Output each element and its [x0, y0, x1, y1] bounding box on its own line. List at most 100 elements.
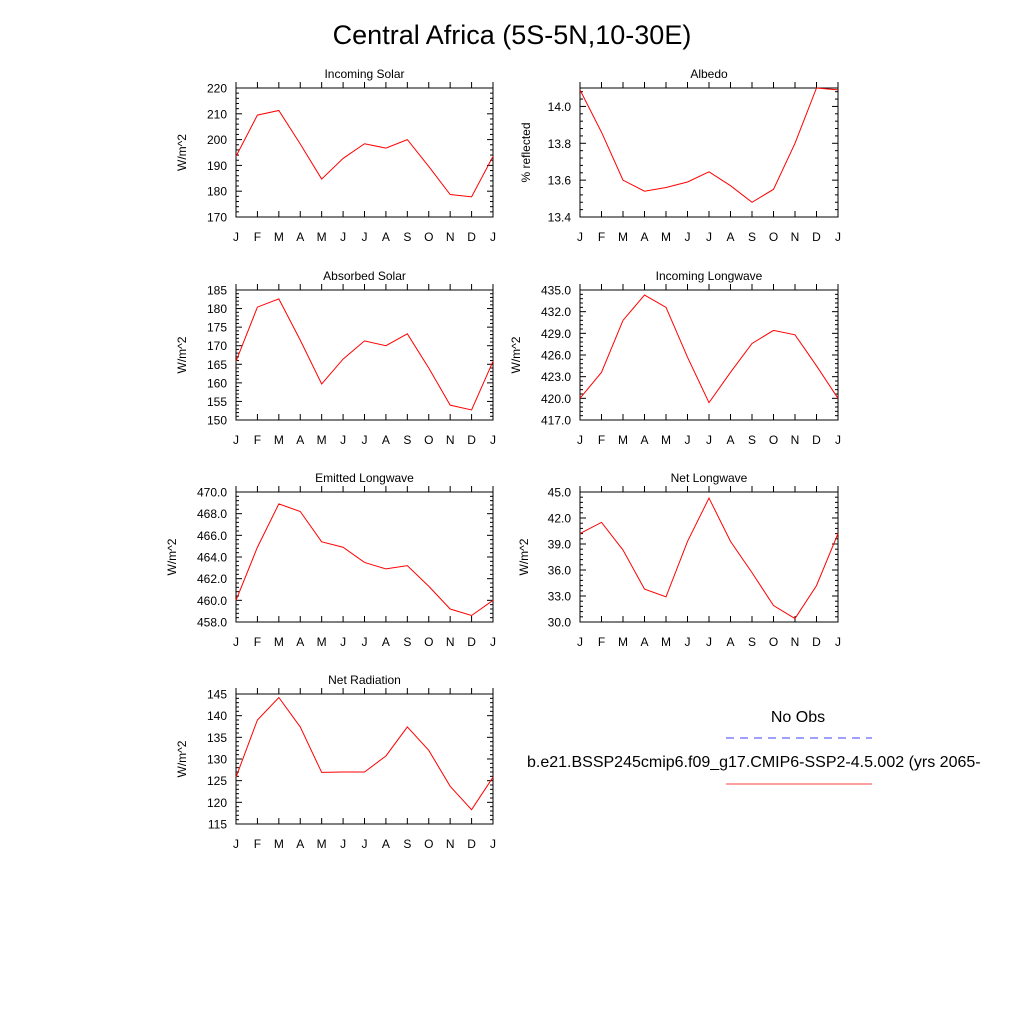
x-tick-label: A — [640, 230, 648, 244]
y-tick-label: 13.4 — [548, 211, 572, 225]
x-tick-label: J — [706, 230, 712, 244]
x-tick-label: F — [598, 230, 605, 244]
legend-obs-label: No Obs — [771, 709, 825, 726]
x-tick-label: S — [403, 837, 411, 851]
x-tick-label: N — [446, 230, 455, 244]
x-tick-label: A — [640, 635, 648, 649]
x-tick-label: N — [446, 433, 455, 447]
x-tick-label: D — [812, 635, 821, 649]
model-series-line — [579, 496, 839, 620]
y-tick-label: 13.6 — [548, 174, 572, 188]
x-tick-label: A — [640, 433, 648, 447]
legend: No Obs b.e21.BSSP245cmip6.f09_g17.CMIP6-S… — [527, 709, 981, 785]
y-tick-label: 170 — [207, 211, 227, 225]
y-tick-label: 45.0 — [548, 486, 572, 500]
plot-frame — [579, 289, 839, 421]
y-axis-label: W/m^2 — [175, 134, 189, 171]
x-tick-label: O — [424, 635, 433, 649]
y-tick-label: 468.0 — [197, 507, 227, 521]
y-tick-label: 150 — [207, 414, 227, 428]
panel-title: Incoming Solar — [324, 67, 404, 81]
plot-frame — [235, 87, 494, 218]
y-axis-label: W/m^2 — [165, 538, 179, 575]
x-tick-label: M — [618, 635, 628, 649]
legend-model-label: b.e21.BSSP245cmip6.f09_g17.CMIP6-SSP2-4.… — [527, 754, 981, 771]
y-axis-label: W/m^2 — [517, 538, 531, 575]
plot-frame — [235, 289, 494, 421]
x-tick-label: N — [791, 230, 800, 244]
y-tick-label: 175 — [207, 321, 227, 335]
y-tick-label: 39.0 — [548, 538, 572, 552]
y-tick-label: 13.8 — [548, 137, 572, 151]
y-tick-label: 115 — [208, 818, 227, 832]
x-tick-label: J — [490, 837, 496, 851]
y-tick-label: 140 — [207, 709, 227, 723]
plot-frame — [579, 491, 839, 623]
y-tick-label: 426.0 — [541, 349, 571, 363]
y-tick-label: 33.0 — [548, 590, 572, 604]
x-tick-label: J — [577, 230, 583, 244]
y-tick-label: 165 — [207, 358, 227, 372]
y-tick-label: 423.0 — [541, 370, 571, 384]
x-tick-label: A — [382, 635, 390, 649]
x-tick-label: J — [340, 635, 346, 649]
y-tick-label: 160 — [207, 376, 227, 390]
x-tick-label: A — [296, 837, 304, 851]
x-tick-label: A — [296, 433, 304, 447]
y-tick-label: 466.0 — [197, 529, 227, 543]
x-tick-label: O — [769, 635, 778, 649]
x-tick-label: N — [446, 837, 455, 851]
x-tick-label: F — [254, 837, 261, 851]
model-series-line — [235, 696, 494, 811]
x-tick-label: J — [490, 230, 496, 244]
y-tick-label: 170 — [207, 339, 227, 353]
y-tick-label: 135 — [207, 731, 227, 745]
x-tick-label: A — [296, 230, 304, 244]
x-tick-label: M — [661, 230, 671, 244]
x-tick-label: J — [362, 635, 368, 649]
x-tick-label: D — [467, 433, 476, 447]
panel-title: Albedo — [690, 67, 728, 81]
x-tick-label: M — [661, 635, 671, 649]
x-tick-label: J — [233, 635, 239, 649]
y-tick-label: 190 — [207, 159, 227, 173]
x-tick-label: F — [254, 433, 261, 447]
x-tick-label: J — [835, 230, 841, 244]
x-tick-label: M — [317, 635, 327, 649]
y-axis-label: % reflected — [519, 122, 533, 182]
x-tick-label: M — [274, 433, 284, 447]
panel-title: Absorbed Solar — [323, 269, 406, 283]
x-tick-label: J — [340, 837, 346, 851]
x-tick-label: J — [577, 635, 583, 649]
x-tick-label: D — [812, 433, 821, 447]
x-tick-label: D — [467, 230, 476, 244]
x-tick-label: D — [467, 837, 476, 851]
y-tick-label: 220 — [207, 82, 227, 96]
model-series-line — [579, 294, 839, 404]
x-tick-label: J — [233, 837, 239, 851]
x-tick-label: M — [317, 837, 327, 851]
x-tick-label: J — [490, 635, 496, 649]
x-tick-label: J — [233, 433, 239, 447]
x-tick-label: J — [685, 635, 691, 649]
x-tick-label: A — [296, 635, 304, 649]
x-tick-label: M — [274, 230, 284, 244]
y-tick-label: 458.0 — [197, 616, 227, 630]
x-tick-label: J — [340, 433, 346, 447]
x-tick-label: J — [362, 837, 368, 851]
x-tick-label: J — [362, 433, 368, 447]
x-tick-label: A — [382, 837, 390, 851]
x-tick-label: A — [382, 433, 390, 447]
figure-title: Central Africa (5S-5N,10-30E) — [332, 20, 692, 50]
x-tick-label: F — [598, 433, 605, 447]
x-tick-label: D — [812, 230, 821, 244]
y-tick-label: 125 — [207, 774, 227, 788]
y-tick-label: 185 — [207, 284, 227, 298]
x-tick-label: A — [382, 230, 390, 244]
y-tick-label: 120 — [207, 796, 227, 810]
